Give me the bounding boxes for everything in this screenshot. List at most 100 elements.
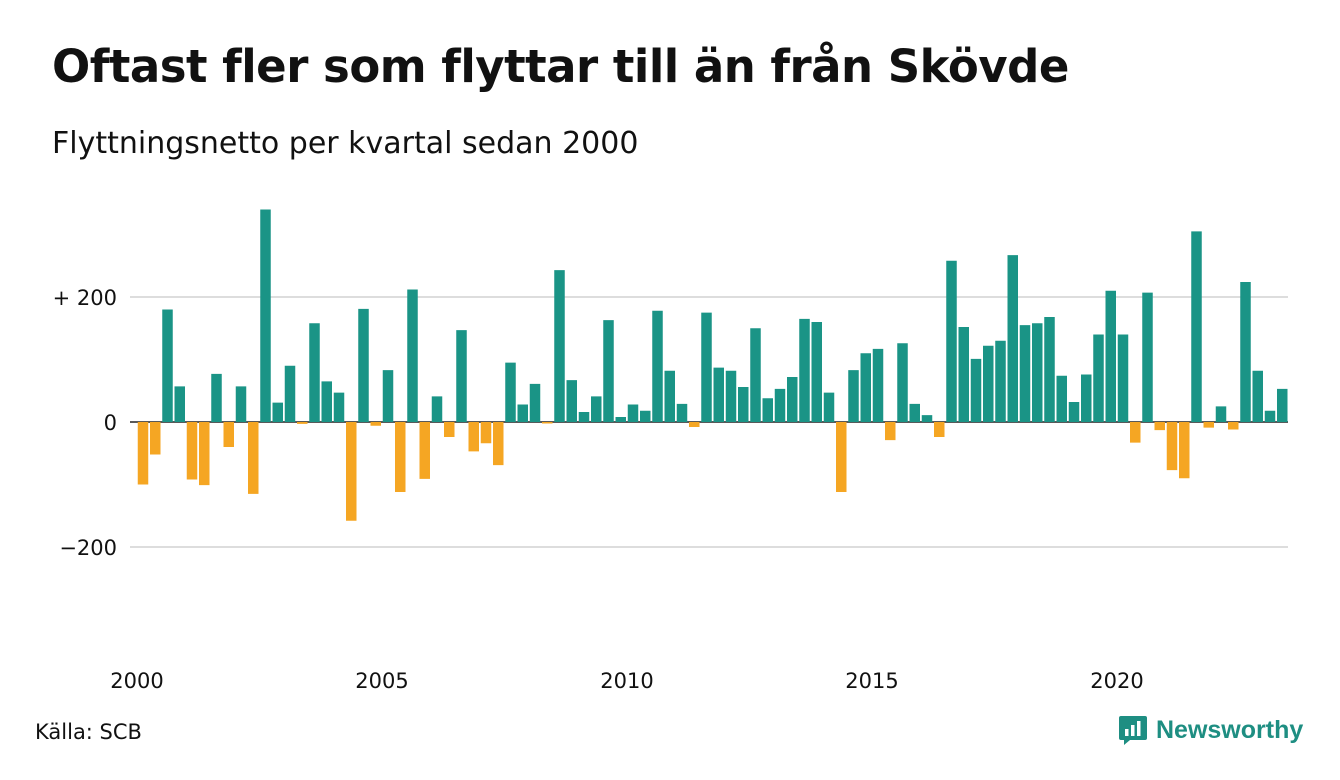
bar xyxy=(186,422,198,480)
bar xyxy=(640,410,651,422)
bar xyxy=(885,422,896,441)
bar xyxy=(1240,282,1251,422)
bar xyxy=(872,348,884,423)
y-tick-label: −200 xyxy=(59,536,117,560)
bar xyxy=(676,403,688,423)
x-tick-label: 2015 xyxy=(845,669,898,693)
bar xyxy=(480,422,492,444)
bar xyxy=(921,415,933,423)
bar xyxy=(848,370,859,423)
bar xyxy=(284,365,296,422)
bar xyxy=(1019,325,1031,423)
chart-title: Oftast fler som flyttar till än från Skö… xyxy=(52,40,1069,93)
bar xyxy=(419,422,430,479)
bar xyxy=(1117,334,1129,422)
bar xyxy=(860,353,871,422)
bar xyxy=(346,422,357,521)
bar xyxy=(1277,388,1288,423)
bar xyxy=(566,380,577,423)
bar xyxy=(1252,370,1263,422)
newsworthy-logo-text: Newsworthy xyxy=(1156,715,1304,744)
bar xyxy=(444,422,455,437)
chart-subtitle: Flyttningsnetto per kvartal sedan 2000 xyxy=(52,126,639,161)
bar xyxy=(321,381,332,423)
bar xyxy=(211,373,222,423)
x-tick-label: 2005 xyxy=(355,669,408,693)
bar xyxy=(505,362,516,423)
bar xyxy=(260,209,271,422)
bar xyxy=(958,327,969,422)
newsworthy-logo[interactable]: Newsworthy xyxy=(1118,714,1303,746)
bar xyxy=(272,402,283,423)
bar xyxy=(542,422,553,424)
bar xyxy=(468,422,479,452)
bar xyxy=(689,422,700,427)
bar xyxy=(1056,375,1067,422)
bar xyxy=(836,422,847,492)
bar xyxy=(897,343,908,422)
bar xyxy=(627,404,639,422)
bar xyxy=(162,309,173,422)
bar xyxy=(382,370,394,423)
bar xyxy=(750,328,761,422)
bar xyxy=(150,422,161,455)
bar xyxy=(223,422,234,447)
bar xyxy=(297,422,308,424)
bar xyxy=(407,289,418,422)
bars xyxy=(137,209,1288,521)
bar xyxy=(738,387,749,422)
bar xyxy=(395,422,406,492)
bar xyxy=(1093,334,1104,422)
bar xyxy=(970,358,982,423)
bar xyxy=(1215,406,1227,423)
bar xyxy=(517,404,528,422)
bar xyxy=(1068,402,1080,422)
newsworthy-logo-icon xyxy=(1119,716,1147,745)
bar xyxy=(578,412,590,422)
bar xyxy=(309,323,320,422)
bar xyxy=(174,386,185,423)
bar xyxy=(431,396,443,423)
bar xyxy=(235,386,247,423)
bar xyxy=(823,392,835,423)
bar xyxy=(934,422,945,437)
bar xyxy=(554,270,565,423)
bar xyxy=(615,417,626,422)
bar xyxy=(1154,422,1165,431)
bar-chart: + 200 0 −200 2000 2005 2010 2015 2020 xyxy=(53,209,1288,693)
bar xyxy=(1166,422,1178,471)
bar xyxy=(995,340,1006,422)
bar xyxy=(1264,410,1276,422)
source-note: Källa: SCB xyxy=(35,720,142,744)
bar xyxy=(799,318,810,423)
bar xyxy=(1130,422,1141,443)
bar xyxy=(370,422,381,426)
bar xyxy=(358,308,369,423)
bar xyxy=(199,422,210,486)
bar xyxy=(787,377,798,422)
bar xyxy=(1203,422,1214,428)
y-tick-label: 0 xyxy=(104,411,117,435)
bar xyxy=(591,396,602,423)
bar xyxy=(983,345,994,422)
bar xyxy=(1081,374,1092,422)
bar xyxy=(713,367,724,423)
bar xyxy=(946,260,957,422)
bar xyxy=(603,320,614,423)
bar xyxy=(493,422,504,466)
bar xyxy=(811,322,822,422)
x-tick-label: 2010 xyxy=(600,669,653,693)
bar xyxy=(652,310,663,422)
bar xyxy=(774,388,786,423)
axis-labels: + 200 0 −200 2000 2005 2010 2015 2020 xyxy=(53,286,1144,693)
bar xyxy=(456,330,467,423)
x-tick-label: 2000 xyxy=(110,669,163,693)
bar xyxy=(1191,231,1202,423)
bar xyxy=(762,398,773,422)
bar xyxy=(1105,290,1116,422)
bar xyxy=(725,370,737,422)
bar xyxy=(1179,422,1190,479)
bar xyxy=(1032,323,1043,422)
y-tick-label: + 200 xyxy=(53,286,117,310)
bar xyxy=(1044,317,1055,422)
